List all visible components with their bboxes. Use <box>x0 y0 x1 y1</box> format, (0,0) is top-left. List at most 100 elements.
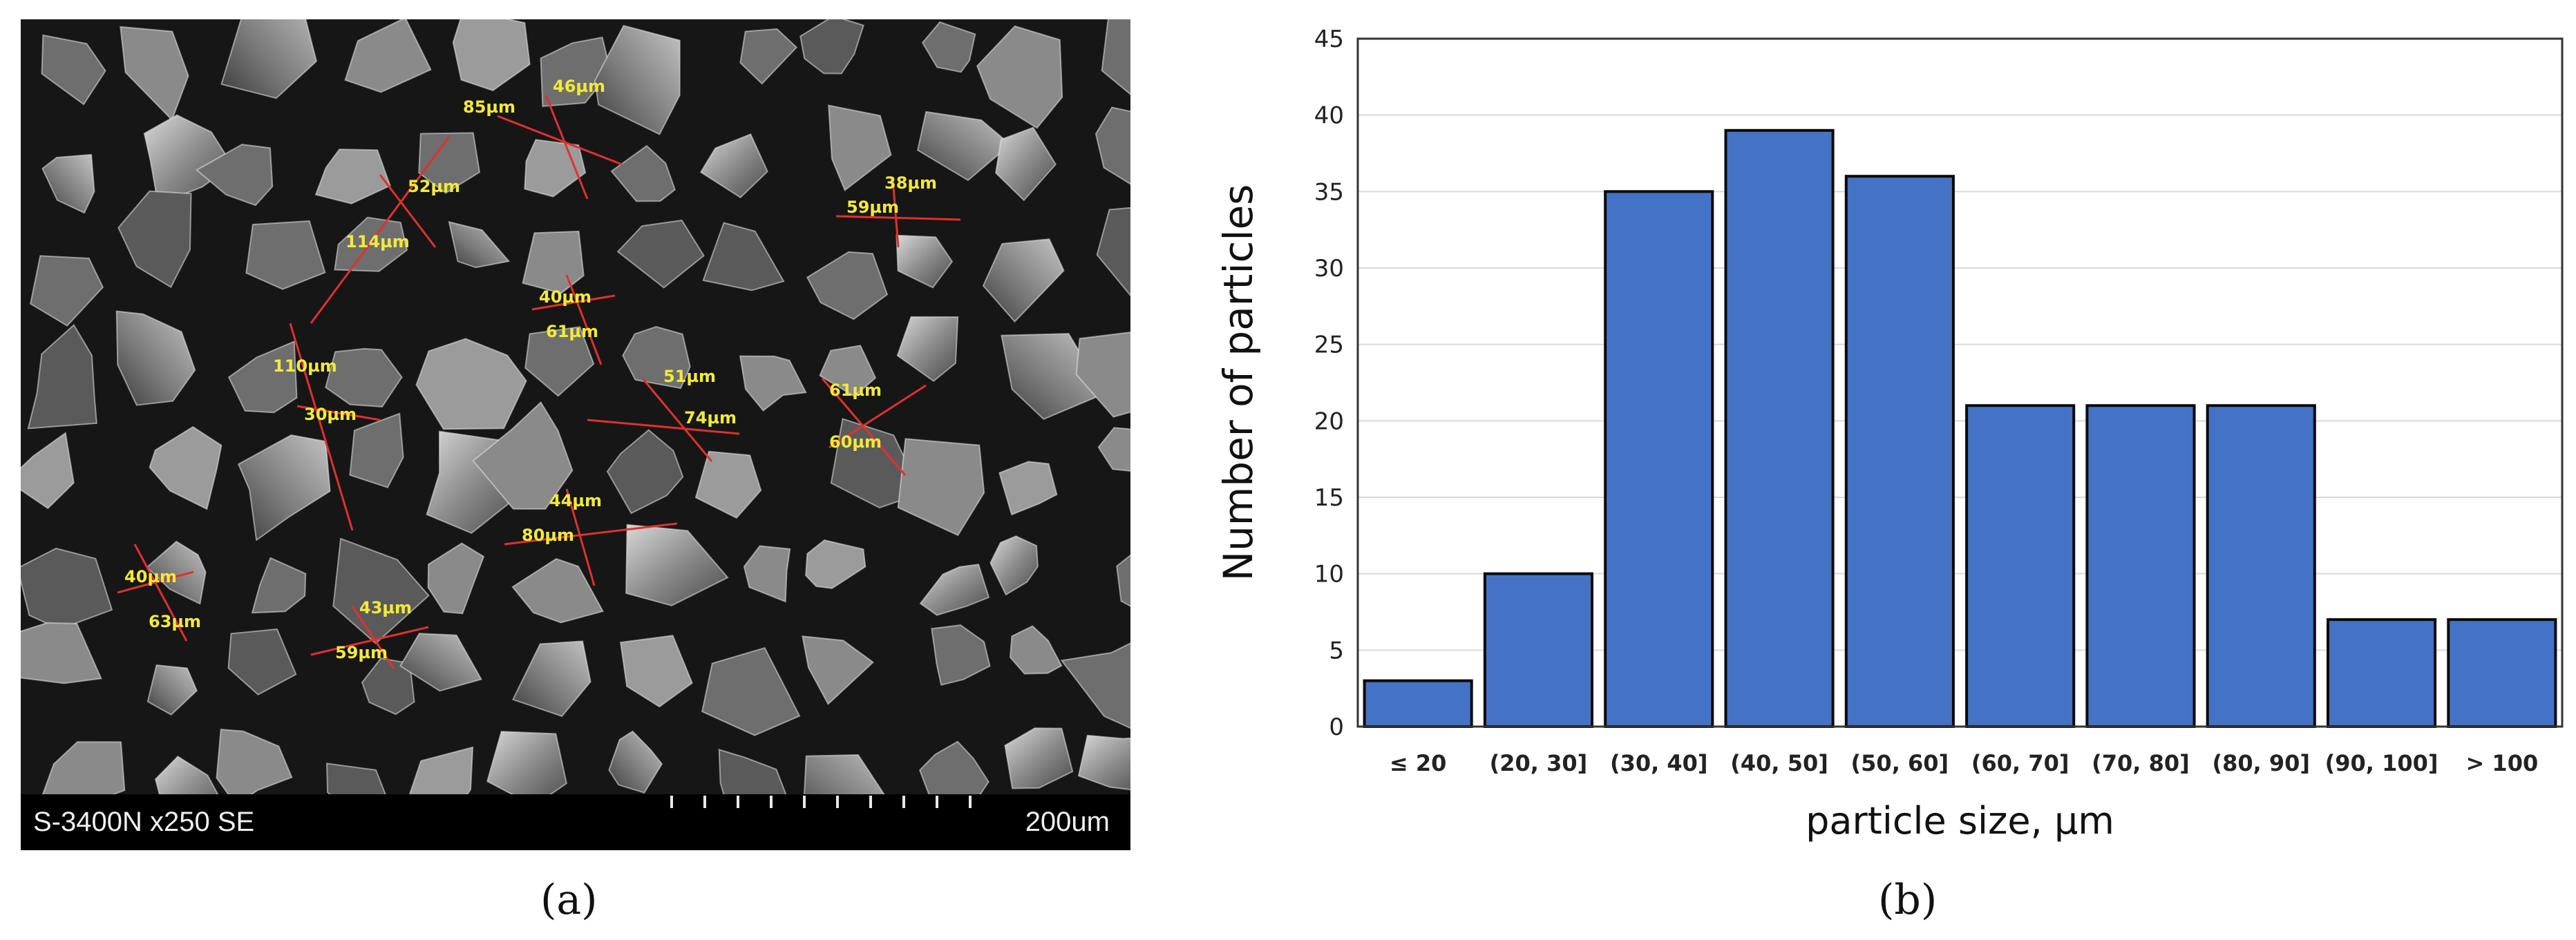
y-axis-label: Number of particles <box>1215 184 1262 582</box>
y-tick-label: 0 <box>1329 713 1344 741</box>
particle <box>41 153 95 214</box>
particle <box>805 539 866 589</box>
x-tick-label: (70, 80] <box>2092 750 2190 776</box>
measurement-label: 43µm <box>359 598 412 617</box>
bar <box>1604 190 1714 729</box>
scale-tick <box>936 796 938 808</box>
measurement-label: 59µm <box>846 198 899 217</box>
bar <box>2206 404 2316 728</box>
particle <box>399 633 482 692</box>
particle <box>802 635 875 706</box>
x-tick-labels: ≤ 20 (20, 30] (30, 40] (40, 50] (50, 60] (60,… <box>1390 750 2538 776</box>
measurement-label: 51µm <box>663 367 716 386</box>
particle <box>739 28 798 85</box>
particle <box>918 740 989 794</box>
particle <box>701 646 801 736</box>
particle <box>921 21 976 73</box>
measurement-label: 61µm <box>546 322 598 341</box>
scale-tick <box>703 796 706 808</box>
particle <box>610 144 676 202</box>
x-tick-label: (30, 40] <box>1610 750 1708 776</box>
measurement-label: 40µm <box>124 567 177 586</box>
sem-info-bar: S-3400N x250 SE 200um <box>21 794 1130 850</box>
particle <box>608 730 663 794</box>
particle <box>220 19 318 99</box>
scale-tick <box>902 796 905 808</box>
particle <box>41 741 126 794</box>
x-tick-label: (20, 30] <box>1490 750 1588 776</box>
measurement-label: 44µm <box>549 491 602 510</box>
bar <box>1844 175 1955 728</box>
particle <box>828 104 892 191</box>
particle <box>803 754 885 794</box>
x-tick-label: (40, 50] <box>1730 750 1828 776</box>
particle <box>21 432 75 510</box>
measurement-label: 46µm <box>553 77 605 96</box>
particle <box>196 144 274 207</box>
particle <box>427 542 485 615</box>
scale-tick <box>770 796 773 808</box>
bar <box>2447 618 2557 728</box>
bar <box>2326 618 2437 728</box>
bar <box>1363 679 1473 728</box>
particle <box>472 401 574 510</box>
panel-a-caption: (a) <box>540 876 598 924</box>
measurement-label: 59µm <box>335 643 388 662</box>
y-tick-label: 5 <box>1329 637 1344 664</box>
particle <box>332 537 430 644</box>
y-tick-label: 20 <box>1314 407 1344 435</box>
particle <box>718 749 787 794</box>
particle <box>143 114 234 205</box>
particle <box>998 461 1058 516</box>
particle <box>1077 734 1130 791</box>
particle-size-histogram: 0 5 10 15 20 25 30 35 40 45 ≤ 20 (20, 30] (30, 40] (… <box>1215 26 2564 843</box>
particle <box>334 216 408 272</box>
particle <box>27 324 97 430</box>
particle <box>625 524 729 606</box>
particle <box>237 434 331 541</box>
sem-scale-label: 200um <box>1025 807 1110 837</box>
measurement-label: 52µm <box>408 177 460 196</box>
particle <box>606 429 684 515</box>
particle <box>694 450 762 519</box>
particle <box>344 19 432 93</box>
particle <box>314 148 391 204</box>
particle <box>616 219 705 289</box>
particle <box>806 251 889 320</box>
y-tick-labels: 0 5 10 15 20 25 30 35 40 45 <box>1314 26 1344 741</box>
particle <box>702 222 785 291</box>
particle <box>989 535 1039 596</box>
y-tick-label: 40 <box>1314 102 1344 130</box>
x-tick-label: > 100 <box>2465 750 2538 776</box>
plot-frame <box>1356 37 2564 728</box>
y-tick-label: 35 <box>1314 178 1344 206</box>
x-tick-label: (90, 100] <box>2325 750 2438 776</box>
y-tick-label: 30 <box>1314 255 1344 282</box>
particle <box>146 664 198 716</box>
particle <box>227 340 298 414</box>
panel-b-caption: (b) <box>1878 876 1938 924</box>
particle <box>540 36 612 107</box>
particle <box>819 345 877 398</box>
measurement-label: 114µm <box>345 232 410 251</box>
x-tick-label: ≤ 20 <box>1390 750 1446 776</box>
bar <box>2085 404 2196 728</box>
particle <box>149 425 222 510</box>
measurement-label: 30µm <box>304 405 357 424</box>
particle <box>1101 19 1130 95</box>
particle <box>524 326 595 397</box>
particle <box>486 731 568 794</box>
particle <box>739 355 807 412</box>
particle <box>251 557 307 614</box>
particle <box>349 412 404 489</box>
particle <box>699 133 768 199</box>
particle <box>227 628 297 696</box>
particle <box>931 624 991 686</box>
particle <box>408 746 474 794</box>
bar <box>1965 404 2076 728</box>
particle <box>1060 642 1130 729</box>
particle <box>896 316 959 383</box>
measurement-label: 61µm <box>829 381 882 400</box>
particle <box>1009 625 1063 675</box>
sem-instrument-info: S-3400N x250 SE <box>33 807 255 837</box>
